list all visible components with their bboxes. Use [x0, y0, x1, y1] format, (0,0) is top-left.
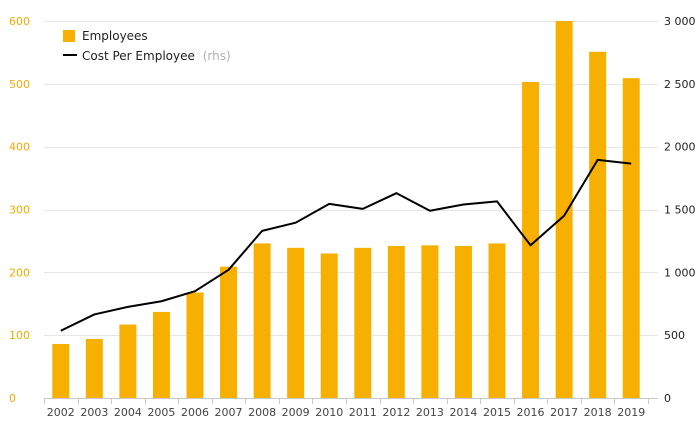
- x-tick-label: 2003: [80, 406, 108, 419]
- y-right-tick-label: 2 500: [664, 78, 696, 91]
- x-tick-label: 2005: [147, 406, 175, 419]
- bar-employees-2013: [421, 245, 439, 398]
- bar-employees-2015: [488, 243, 506, 398]
- bar-employees-2008: [253, 243, 271, 398]
- x-tick-label: 2007: [215, 406, 243, 419]
- y-right-tick-label: 1 000: [664, 266, 696, 279]
- bar-employees-2018: [589, 51, 607, 398]
- x-tick-label: 2011: [349, 406, 377, 419]
- x-tick-label: 2014: [449, 406, 477, 419]
- axes: 0 100 200 300 400 500 600 0 500 1 000 1 500 2 000 2 …: [9, 15, 696, 419]
- bar-employees-2011: [354, 247, 372, 398]
- x-tick-label: 2004: [114, 406, 142, 419]
- bar-employees-2005: [152, 311, 170, 398]
- x-tick-label: 2019: [617, 406, 645, 419]
- employees-bars: [52, 21, 640, 399]
- y-left-tick-label: 100: [9, 329, 30, 342]
- cost-per-employee-line-layer: [60, 158, 632, 332]
- y-right-tick-label: 1 500: [664, 204, 696, 217]
- bar-employees-2017: [555, 21, 573, 398]
- bar-employees-2014: [454, 245, 472, 398]
- legend: Employees Cost Per Employee (rhs): [63, 29, 231, 63]
- bar-employees-2002: [52, 343, 70, 398]
- legend-employees-label: Employees: [82, 29, 148, 43]
- legend-cost-label-text: Cost Per Employee: [82, 49, 195, 63]
- y-right-tick-label: 0: [664, 392, 671, 405]
- y-left-tick-label: 400: [9, 141, 30, 154]
- x-tick-label: 2002: [47, 406, 75, 419]
- legend-cost-label-note: (rhs): [203, 49, 231, 63]
- bar-employees-2003: [85, 338, 103, 398]
- y-right-tick-label: 500: [664, 329, 685, 342]
- y-right-tick-label: 2 000: [664, 141, 696, 154]
- x-tick-label: 2009: [282, 406, 310, 419]
- x-tick-label: 2012: [382, 406, 410, 419]
- bar-employees-2006: [186, 292, 204, 398]
- y-left-tick-label: 200: [9, 266, 30, 279]
- x-tick-label: 2016: [517, 406, 545, 419]
- y-left-tick-label: 500: [9, 78, 30, 91]
- x-tick-label: 2013: [416, 406, 444, 419]
- legend-cost-label: Cost Per Employee (rhs): [82, 49, 231, 63]
- x-tick-label: 2006: [181, 406, 209, 419]
- x-tick-label: 2008: [248, 406, 276, 419]
- bar-employees-2010: [320, 253, 338, 398]
- x-tick-label: 2017: [550, 406, 578, 419]
- legend-employees-swatch: [63, 30, 75, 42]
- x-tick-label: 2015: [483, 406, 511, 419]
- bar-employees-2012: [387, 245, 405, 398]
- bar-employees-2009: [287, 247, 305, 398]
- bar-employees-2019: [622, 78, 640, 399]
- bar-employees-2016: [522, 81, 540, 398]
- y-right-tick-label: 3 000: [664, 15, 696, 28]
- line-cost-per-employee: [60, 158, 632, 332]
- y-left-tick-label: 0: [9, 392, 16, 405]
- bar-employees-2007: [220, 266, 238, 398]
- x-tick-label: 2018: [584, 406, 612, 419]
- bar-employees-2004: [119, 324, 137, 398]
- x-tick-label: 2010: [315, 406, 343, 419]
- y-left-tick-label: 300: [9, 204, 30, 217]
- y-left-tick-label: 600: [9, 15, 30, 28]
